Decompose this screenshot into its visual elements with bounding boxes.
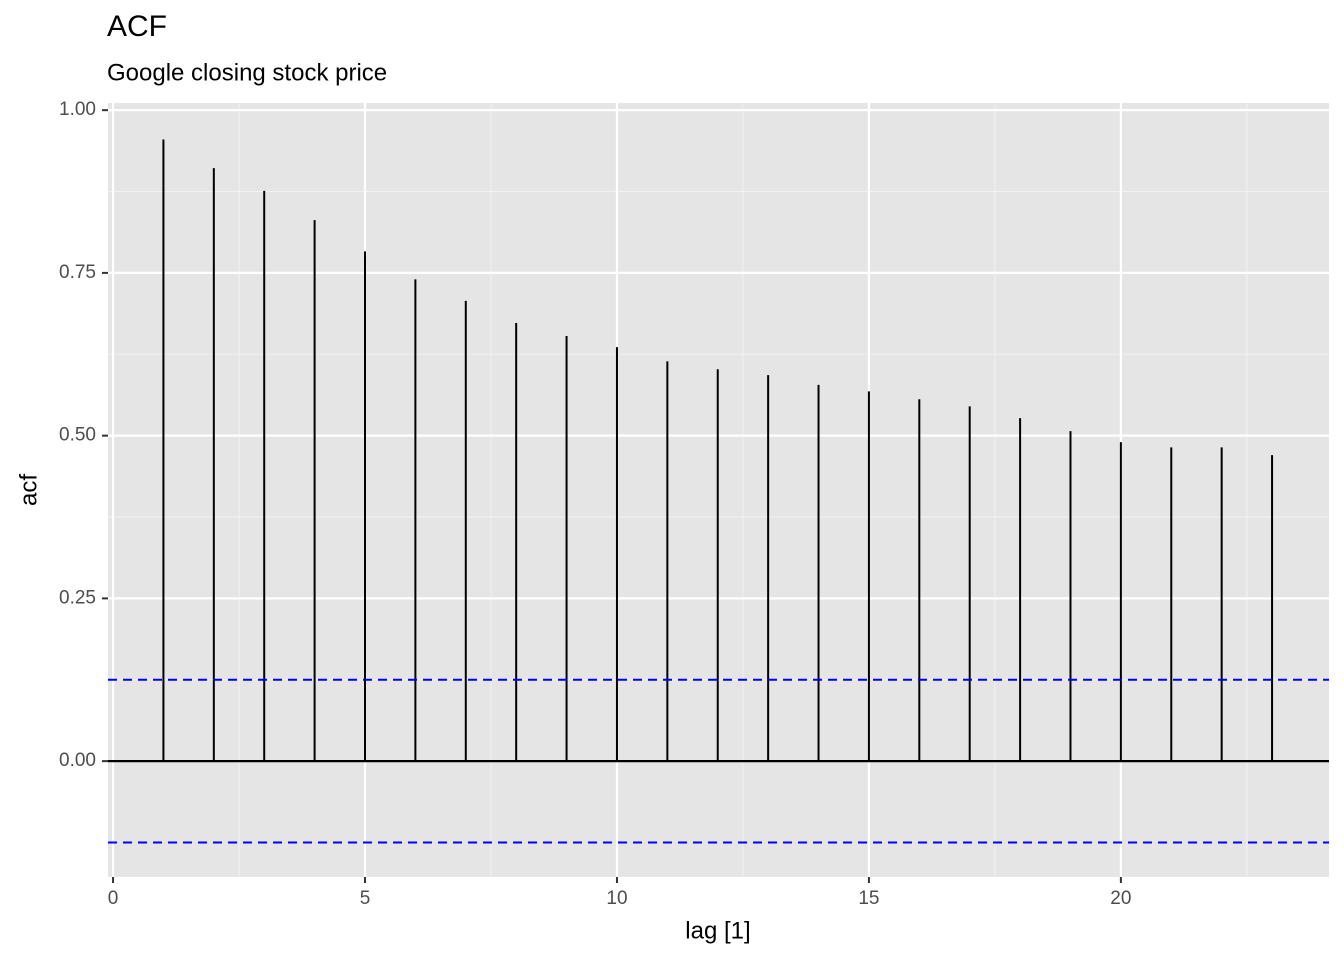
x-tick-label: 20 <box>1110 888 1131 909</box>
y-tick-label: 0.00 <box>59 750 96 771</box>
y-tick-label: 0.50 <box>59 425 96 446</box>
y-tick-label: 0.75 <box>59 262 96 283</box>
y-tick-label: 1.00 <box>59 99 96 120</box>
x-axis-label: lag [1] <box>685 917 750 944</box>
chart-title: ACF <box>107 10 167 43</box>
y-tick-label: 0.25 <box>59 587 96 608</box>
x-tick-label: 0 <box>108 888 119 909</box>
y-axis-label: acf <box>15 474 42 506</box>
x-tick-label: 10 <box>606 888 627 909</box>
x-tick-label: 15 <box>858 888 879 909</box>
chart-subtitle: Google closing stock price <box>107 59 387 86</box>
x-tick-label: 5 <box>360 888 371 909</box>
